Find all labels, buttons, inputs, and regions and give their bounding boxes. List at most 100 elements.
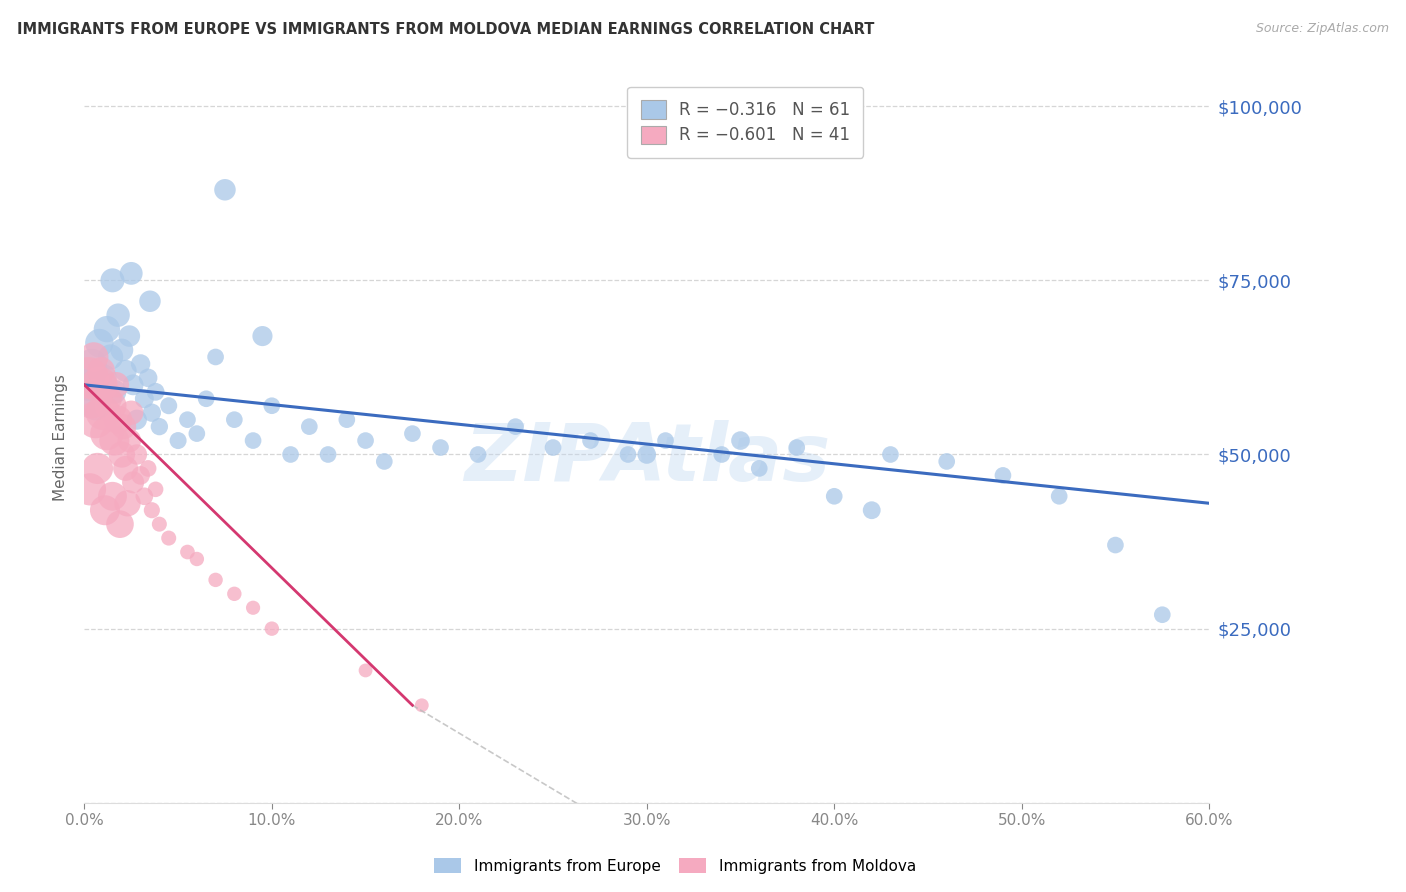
Point (141, 406, 163, 420)
Point (1104, 538, 1126, 552)
Point (103, 384, 125, 399)
Point (139, 294, 162, 309)
Point (86, 461, 108, 475)
Point (77, 371, 100, 385)
Point (260, 622, 283, 636)
Point (186, 426, 208, 441)
Point (84, 399, 107, 413)
Point (167, 434, 190, 448)
Point (80, 357, 103, 371)
Point (401, 426, 423, 441)
Point (298, 419, 321, 434)
Point (176, 545, 198, 559)
Point (157, 399, 180, 413)
Text: ZIPAtlas: ZIPAtlas (464, 420, 830, 498)
Point (654, 434, 676, 448)
Point (91, 371, 114, 385)
Point (125, 412, 148, 426)
Point (105, 377, 128, 392)
Point (786, 441, 808, 455)
Point (636, 448, 658, 462)
Point (136, 461, 159, 475)
Text: Source: ZipAtlas.com: Source: ZipAtlas.com (1256, 22, 1389, 36)
Point (100, 350, 122, 364)
Point (101, 489, 124, 503)
Point (91, 406, 114, 420)
Point (354, 664, 377, 678)
Point (77, 377, 100, 392)
Point (108, 517, 131, 532)
Point (96, 322, 118, 336)
Point (157, 531, 180, 545)
Point (935, 454, 957, 468)
Point (114, 461, 136, 475)
Point (505, 419, 527, 434)
Point (141, 503, 163, 517)
Point (242, 434, 264, 448)
Point (84, 412, 107, 426)
Point (879, 448, 901, 462)
Point (79, 483, 101, 497)
Text: IMMIGRANTS FROM EUROPE VS IMMIGRANTS FROM MOLDOVA MEDIAN EARNINGS CORRELATION CH: IMMIGRANTS FROM EUROPE VS IMMIGRANTS FRO… (17, 22, 875, 37)
Point (120, 266, 142, 280)
Point (134, 489, 156, 503)
Point (373, 454, 395, 468)
Point (129, 468, 152, 483)
Point (111, 448, 134, 462)
Point (617, 448, 640, 462)
Point (97, 392, 120, 406)
Point (1047, 489, 1070, 503)
Point (260, 399, 283, 413)
Point (991, 468, 1014, 483)
Point (467, 448, 489, 462)
Point (89, 336, 111, 351)
Point (136, 371, 159, 385)
Point (730, 434, 752, 448)
Point (224, 412, 246, 426)
Point (186, 552, 208, 566)
Point (107, 412, 129, 426)
Point (195, 392, 218, 406)
Point (148, 517, 170, 532)
Point (89, 377, 111, 392)
Point (411, 698, 433, 713)
Point (145, 384, 167, 399)
Point (252, 329, 274, 343)
Point (579, 434, 602, 448)
Point (823, 489, 845, 503)
Point (224, 587, 246, 601)
Point (118, 434, 141, 448)
Point (114, 364, 136, 378)
Legend: R = −0.316   N = 61, R = −0.601   N = 41: R = −0.316 N = 61, R = −0.601 N = 41 (627, 87, 863, 158)
Point (122, 377, 145, 392)
Point (214, 183, 236, 197)
Point (145, 483, 167, 497)
Point (541, 441, 564, 455)
Point (107, 308, 129, 322)
Point (117, 496, 139, 510)
Point (118, 329, 141, 343)
Point (125, 448, 148, 462)
Point (122, 475, 145, 490)
Point (148, 419, 170, 434)
Point (176, 412, 198, 426)
Point (748, 461, 770, 475)
Point (103, 434, 125, 448)
Point (83, 350, 105, 364)
Point (111, 343, 134, 357)
Point (101, 273, 124, 287)
Legend: Immigrants from Europe, Immigrants from Moldova: Immigrants from Europe, Immigrants from … (427, 852, 922, 880)
Point (100, 399, 122, 413)
Point (280, 448, 302, 462)
Point (242, 600, 264, 615)
Point (96, 426, 118, 441)
Point (336, 412, 359, 426)
Point (80, 392, 103, 406)
Point (710, 448, 733, 462)
Point (94, 503, 117, 517)
Point (120, 406, 142, 420)
Y-axis label: Median Earnings: Median Earnings (52, 374, 67, 500)
Point (134, 392, 156, 406)
Point (860, 503, 883, 517)
Point (112, 419, 135, 434)
